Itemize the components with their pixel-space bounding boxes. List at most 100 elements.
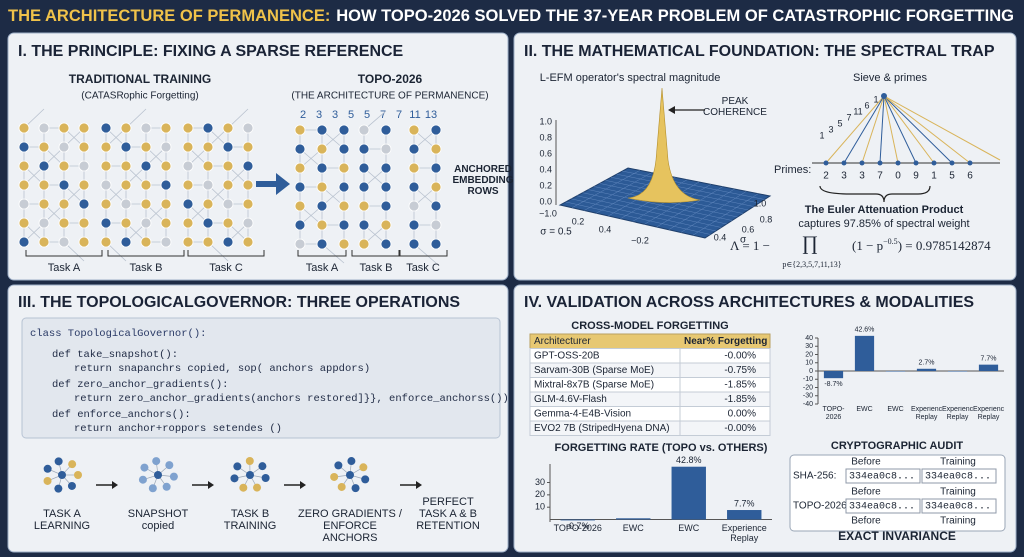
node <box>202 236 214 248</box>
audit-footer: EXACT INVARIANCE <box>838 529 956 543</box>
value-label: -8.7% <box>824 381 842 388</box>
node <box>18 236 30 248</box>
node <box>253 483 262 492</box>
fan-number: 5 <box>837 118 842 128</box>
prime-dot <box>859 160 865 166</box>
task-label: Task B <box>359 262 392 274</box>
node <box>334 461 343 470</box>
fan-number: 11 <box>853 106 862 116</box>
fan-number: 1 <box>873 94 878 104</box>
axis-label: −0.2 <box>631 235 649 245</box>
x-tick-label-box: Experience Replay <box>942 406 973 421</box>
table-cell: -0.75% <box>724 365 756 376</box>
node <box>222 160 234 172</box>
node <box>58 471 66 479</box>
sieve-ray <box>883 95 899 164</box>
node <box>78 217 90 229</box>
node <box>18 160 30 172</box>
node <box>294 181 306 193</box>
step-label-box: ZERO GRADIENTS / ENFORCE ANCHORS <box>298 508 402 544</box>
fan-number: 3 <box>828 124 833 134</box>
prime-number: 5 <box>949 171 955 182</box>
anchor-label: ANCHORED EMBEDDING ROWS <box>452 164 514 197</box>
node <box>140 179 152 191</box>
z-axis-label: 0.2 <box>539 180 552 190</box>
peak <box>627 87 701 203</box>
code-line: def enforce_anchors(): <box>52 409 191 421</box>
node <box>160 160 172 172</box>
flow-arrow-head <box>112 481 118 489</box>
node <box>346 471 354 479</box>
y-tick-label: -10 <box>803 376 813 383</box>
hash-value: 334ea0c8... <box>849 502 915 513</box>
node <box>316 162 328 174</box>
node <box>58 160 70 172</box>
node <box>120 141 132 153</box>
sieve-ray <box>883 95 935 164</box>
x-tick-label: Experience Replay <box>942 406 973 421</box>
prime-dot <box>877 160 883 166</box>
node <box>120 160 132 172</box>
node <box>68 460 77 469</box>
panel-heading: IV. VALIDATION ACROSS ARCHITECTURES & MO… <box>524 294 974 311</box>
node <box>338 181 350 193</box>
table-cell: EVO2 7B (StripedHyena DNA) <box>534 423 670 434</box>
node <box>222 236 234 248</box>
step-label: TASK A LEARNING <box>33 508 91 533</box>
node <box>78 141 90 153</box>
node <box>100 198 112 210</box>
node <box>120 198 132 210</box>
prime-number: 7 <box>380 109 386 121</box>
prime-number: 3 <box>332 109 338 121</box>
step-label: SNAPSHOT copied <box>127 508 189 533</box>
node <box>140 463 149 472</box>
axis-label: 0.6 <box>742 224 755 234</box>
table-cell: Sarvam-30B (Sparse MoE) <box>534 365 654 376</box>
node <box>182 236 194 248</box>
task-label: Task A <box>48 262 81 274</box>
node <box>261 474 270 483</box>
node <box>358 238 370 250</box>
node <box>380 162 392 174</box>
node <box>408 181 420 193</box>
node <box>330 472 339 481</box>
table-cell: -0.00% <box>724 350 756 361</box>
prime-dot <box>913 160 919 166</box>
node <box>294 162 306 174</box>
col-header: Training <box>940 487 976 498</box>
node <box>430 162 442 174</box>
formula: ∏ <box>802 233 818 255</box>
node <box>430 238 442 250</box>
x-tick-label-box: EWC <box>856 406 872 413</box>
node <box>182 217 194 229</box>
step-label-box: PERFECT TASK A & B RETENTION <box>416 496 480 532</box>
formula: ) = 0.9785142874 <box>898 238 991 253</box>
node <box>38 122 50 134</box>
node <box>338 200 350 212</box>
node <box>347 457 356 466</box>
table-header-cell: Architecturer <box>534 336 591 347</box>
node <box>202 198 214 210</box>
node <box>74 471 82 479</box>
sieve-ray <box>883 95 917 164</box>
column-title: TRADITIONAL TRAINING <box>69 72 211 86</box>
z-axis-label: 0.0 <box>539 196 552 206</box>
node <box>67 481 76 490</box>
bar <box>916 368 937 371</box>
node <box>58 236 70 248</box>
node <box>18 179 30 191</box>
surface-grid <box>692 193 759 236</box>
node <box>239 483 248 492</box>
x-tick-label: EWC <box>678 524 700 533</box>
step-label-box: TASK A LEARNING <box>33 508 91 533</box>
y-tick-label: -30 <box>803 393 813 400</box>
node <box>202 217 214 229</box>
hash-box <box>921 498 997 514</box>
bar <box>978 364 999 371</box>
node <box>165 461 174 470</box>
node <box>338 143 350 155</box>
bracket <box>398 250 448 257</box>
table-cell: -1.85% <box>724 394 756 405</box>
